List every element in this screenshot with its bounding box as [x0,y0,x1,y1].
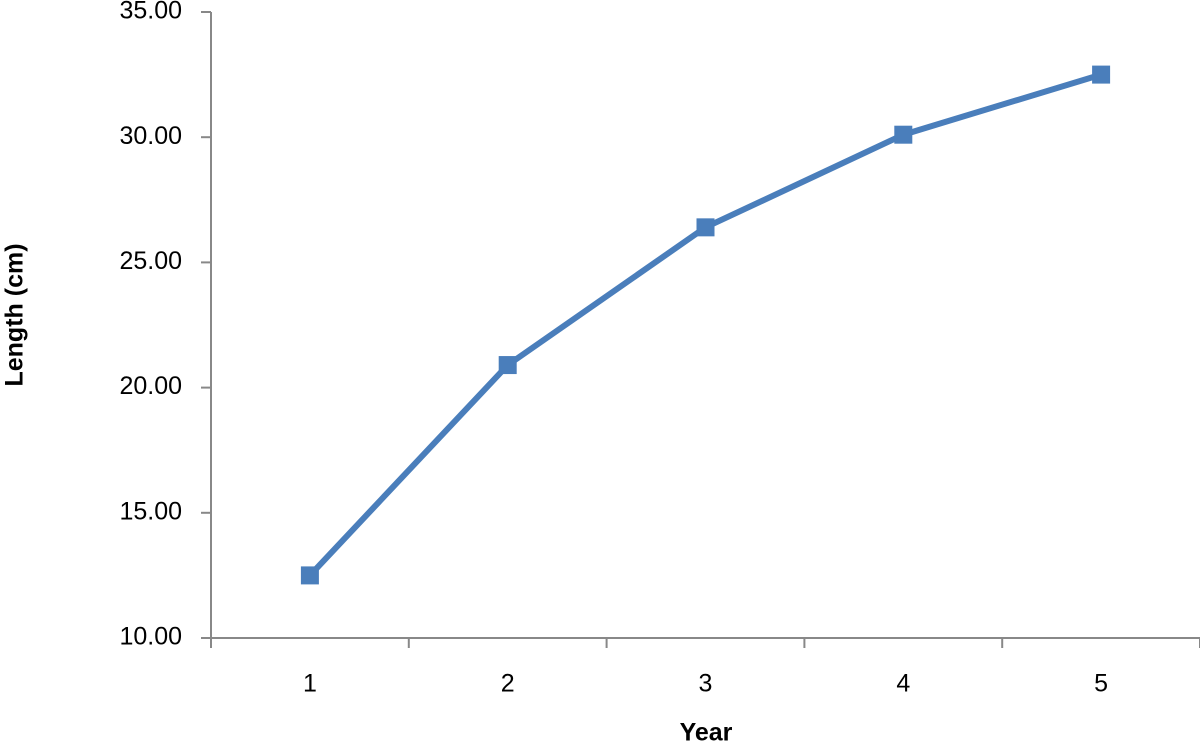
x-tick-label: 4 [896,670,910,698]
y-axis-title: Length (cm) [1,243,29,386]
y-tick-label: 35.00 [119,0,182,25]
x-tick-label: 1 [303,670,317,698]
x-tick-label: 3 [699,670,713,698]
y-tick-label: 25.00 [119,247,182,275]
marker [1092,65,1111,84]
y-tick-label: 30.00 [119,122,182,150]
series-line [307,71,1102,578]
x-axis-title: Year [680,719,733,745]
x-tick-label: 5 [1094,670,1108,698]
y-tick-label: 10.00 [119,623,182,651]
y-tick-label: 15.00 [119,497,182,525]
x-tick-label: 2 [501,670,515,698]
marker [300,566,319,585]
marker [894,125,913,144]
marker [498,356,517,375]
marker [696,218,715,237]
y-tick-label: 20.00 [119,372,182,400]
